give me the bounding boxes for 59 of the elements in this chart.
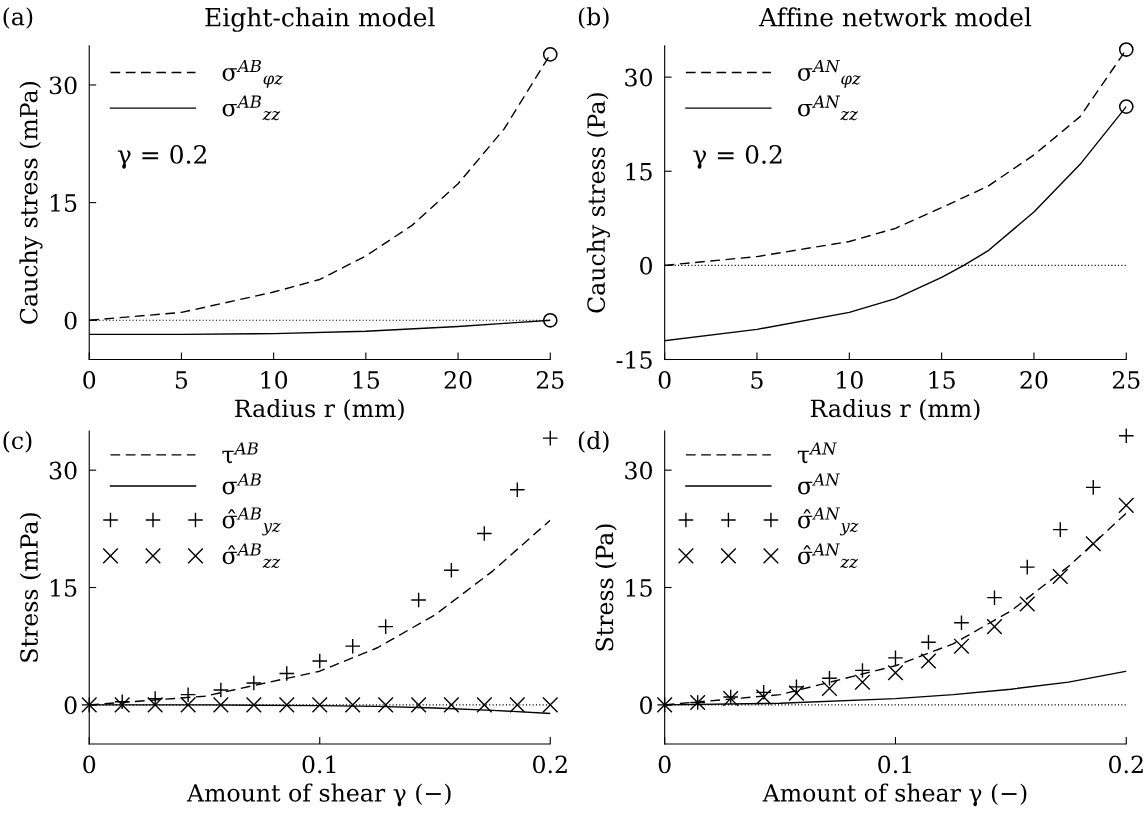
y-tick-label: 30	[625, 68, 652, 87]
x-axis-title: Amount of shear γ (−)	[762, 783, 1027, 807]
text: (d)	[578, 431, 609, 453]
x-axis-title: Radius r (mm)	[810, 399, 980, 421]
x-tick-label: 15	[929, 371, 955, 389]
legend-label: σ̂$^{AN}$$_{zz}$	[798, 543, 858, 569]
y-tick-label: 15	[50, 194, 77, 212]
legend-label: σ̂$^{AN}$$_{yz}$	[798, 507, 859, 536]
legend-label: σ$^{AB}$$_{zz}$	[222, 95, 281, 121]
text: (c)	[3, 431, 32, 453]
y-tick-label: -15	[616, 350, 652, 369]
x-tick-label: 5	[751, 371, 763, 389]
y-axis-title: Stress (Pa)	[595, 524, 617, 651]
annotation: γ = 0.2	[117, 144, 206, 169]
y-tick-label: 15	[50, 578, 77, 597]
x-tick-label: 25	[536, 371, 564, 389]
x-tick-label: 0.2	[1109, 755, 1143, 774]
x-tick-label: 5	[175, 371, 188, 389]
x-tick-label: 20	[1020, 371, 1048, 389]
legend-label: σ$^{AN}$$_{zz}$	[798, 95, 858, 121]
x-axis-title: Amount of shear γ (−)	[186, 783, 451, 807]
x-tick-label: 20	[444, 371, 472, 389]
x-tick-label: 15	[353, 371, 380, 389]
x-tick-label: 0.2	[533, 755, 567, 774]
legend-label: σ$^{AB}$$_{φz}$	[222, 59, 284, 88]
legend-label: τ$^{AN}$	[797, 442, 838, 464]
x-tick-label: 0	[658, 755, 671, 774]
y-tick-label: 30	[49, 76, 77, 95]
y-tick-label: 0	[640, 256, 652, 275]
x-tick-label: 0	[83, 371, 96, 389]
y-tick-label: 30	[49, 461, 77, 480]
x-tick-label: 0	[83, 755, 96, 774]
x-axis-title: Radius r (mm)	[235, 399, 404, 421]
legend-label: σ$^{AN}$	[798, 473, 841, 495]
text: (b)	[578, 7, 609, 29]
chart-title: Affine network model	[758, 7, 1032, 27]
legend-label: σ$^{AN}$$_{φz}$	[798, 59, 861, 88]
y-tick-label: 0	[640, 696, 652, 715]
x-tick-label: 0.1	[302, 755, 336, 774]
x-tick-label: 10	[837, 371, 863, 389]
legend-label: σ̂$^{AB}$$_{zz}$	[222, 543, 281, 569]
x-tick-label: 0.1	[878, 755, 911, 774]
y-tick-label: 15	[626, 578, 652, 597]
y-tick-label: 30	[625, 461, 652, 480]
x-tick-label: 25	[1112, 371, 1140, 389]
annotation: γ = 0.2	[693, 144, 782, 169]
y-axis-title: Cauchy stress (mPa)	[19, 82, 43, 324]
x-tick-label: 0	[658, 371, 671, 389]
chart-title: Eight-chain model	[205, 7, 435, 32]
y-axis-title: Stress (mPa)	[19, 513, 42, 662]
legend-label: σ̂$^{AB}$$_{yz}$	[222, 507, 281, 536]
y-tick-label: 0	[64, 311, 77, 330]
y-axis-title: Cauchy stress (Pa)	[586, 93, 610, 313]
y-tick-label: 15	[626, 162, 652, 181]
x-tick-label: 10	[261, 371, 288, 389]
legend-label: σ$^{AB}$	[222, 473, 261, 495]
legend-label: τ$^{AB}$	[222, 442, 258, 464]
y-tick-label: 0	[64, 696, 77, 715]
text: (a)	[3, 7, 33, 29]
